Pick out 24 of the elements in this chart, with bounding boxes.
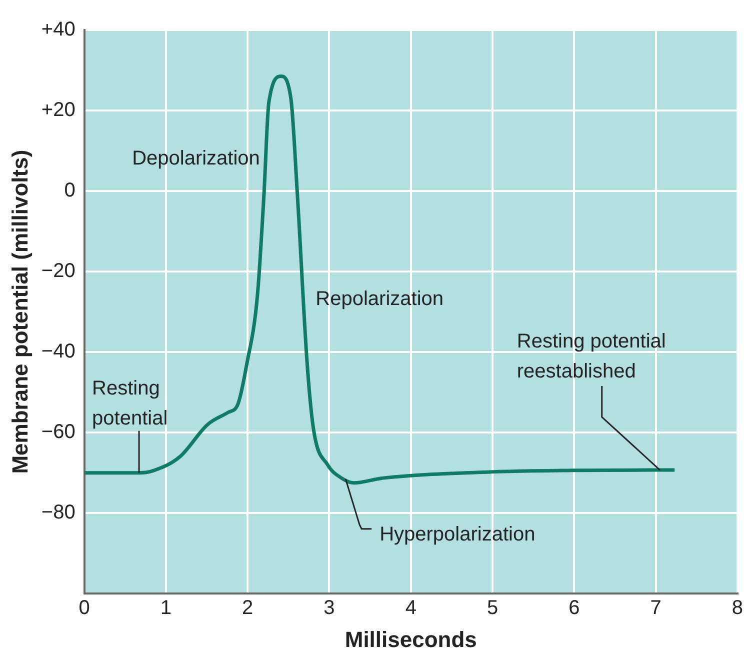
x-axis-title: Milliseconds	[344, 626, 477, 652]
y-tick-label: +40	[41, 18, 76, 41]
line-series	[84, 74, 676, 485]
x-tick-label: 3	[324, 597, 335, 620]
x-tick-label: 2	[242, 597, 254, 620]
annotation: Resting potential reestablished	[516, 330, 666, 383]
y-tick-label: −80	[41, 502, 76, 524]
x-tick-label: 7	[650, 597, 662, 620]
x-tick-label: 5	[486, 597, 498, 620]
x-tick-label: 1	[160, 597, 172, 620]
annotation: Repolarization	[316, 288, 444, 310]
x-tick-label: 8	[732, 597, 743, 620]
x-tick-label: 4	[405, 597, 416, 620]
x-tick-label: 6	[568, 597, 580, 620]
y-tick-label: 0	[64, 180, 76, 202]
annotation: Hyperpolarization	[380, 523, 536, 546]
y-tick-label: −40	[41, 340, 76, 363]
y-tick-label: +20	[41, 99, 76, 122]
y-axis-title: Membrane potential (millivolts)	[7, 150, 32, 474]
annotation: Depolarization	[132, 148, 260, 170]
y-tick-label: −20	[41, 260, 76, 282]
y-tick-label: −60	[41, 421, 76, 444]
x-tick-label: 0	[78, 597, 90, 620]
annotation: Resting potential	[92, 377, 168, 430]
